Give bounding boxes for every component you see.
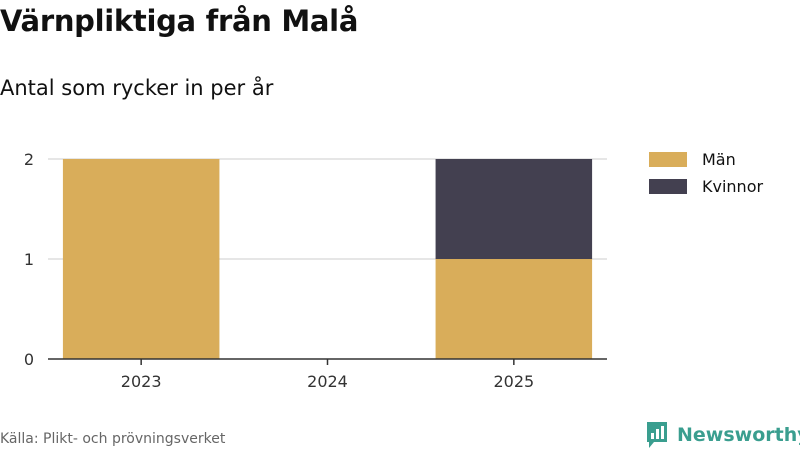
bar-2023-series-0 <box>62 159 220 359</box>
y-tick-label-1: 1 <box>24 250 34 269</box>
legend-label-women: Kvinnor <box>702 177 764 196</box>
y-tick-label-0: 0 <box>24 350 34 369</box>
legend-swatch-men <box>649 152 687 167</box>
source-note: Källa: Plikt- och prövningsverket <box>0 431 226 447</box>
x-tick-label-2025: 2025 <box>493 372 534 391</box>
chart-title: Värnpliktiga från Malå <box>0 4 359 38</box>
x-tick-label-2023: 2023 <box>121 372 162 391</box>
chart-logo-icon <box>647 422 667 448</box>
x-tick-label-2024: 2024 <box>307 372 348 391</box>
y-tick-label-2: 2 <box>24 150 34 169</box>
brand-logo: Newsworthy <box>645 420 800 450</box>
legend-item-men: Män <box>649 146 763 173</box>
legend-label-men: Män <box>702 150 736 169</box>
legend-item-women: Kvinnor <box>649 173 763 200</box>
bar-2025-series-0 <box>435 259 593 359</box>
chart-subtitle: Antal som rycker in per år <box>0 76 274 100</box>
bar-2025-series-1 <box>435 159 593 259</box>
legend-swatch-women <box>649 179 687 194</box>
legend: Män Kvinnor <box>649 146 763 200</box>
brand-name: Newsworthy <box>677 424 800 446</box>
